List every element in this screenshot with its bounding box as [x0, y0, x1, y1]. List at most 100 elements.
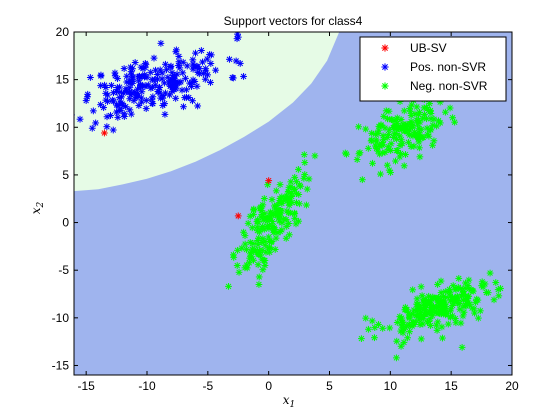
- data-point: [233, 35, 241, 43]
- data-point: [405, 309, 412, 317]
- data-point: [427, 110, 435, 117]
- data-point: [292, 220, 300, 228]
- data-point: [400, 107, 408, 115]
- data-point: [123, 88, 131, 96]
- data-point: [393, 319, 401, 326]
- data-point: [238, 244, 246, 252]
- data-point: [400, 325, 408, 333]
- data-point: [151, 81, 159, 89]
- plot-frame: [73, 31, 513, 376]
- data-point: [265, 177, 273, 185]
- data-point: [417, 335, 425, 343]
- legend: UB-SV Pos. non-SVR Neg. non-SVR: [359, 36, 507, 102]
- data-point: [423, 104, 431, 111]
- data-point: [207, 79, 214, 86]
- data-point: [287, 183, 295, 191]
- data-point: [167, 63, 175, 71]
- data-point: [381, 148, 389, 156]
- data-point: [156, 89, 164, 97]
- data-point: [393, 354, 400, 362]
- data-point: [437, 289, 445, 297]
- data-point: [474, 314, 482, 322]
- data-point: [285, 209, 292, 217]
- data-point: [413, 103, 421, 111]
- data-point: [168, 87, 176, 95]
- data-point: [423, 297, 430, 304]
- data-point: [472, 298, 479, 306]
- data-point: [150, 54, 158, 62]
- data-point: [427, 126, 435, 134]
- data-point: [123, 72, 131, 80]
- data-point: [256, 228, 263, 236]
- data-point: [266, 214, 274, 222]
- data-point: [293, 199, 300, 207]
- data-point: [290, 209, 298, 217]
- data-point: [225, 282, 232, 290]
- data-point: [65, 95, 72, 102]
- data-point: [396, 132, 404, 140]
- data-point: [261, 237, 269, 245]
- data-point: [497, 285, 504, 292]
- data-point: [405, 314, 413, 322]
- data-point: [394, 147, 401, 154]
- data-point: [384, 143, 392, 151]
- data-point: [458, 343, 466, 351]
- data-point: [419, 315, 427, 323]
- data-point: [439, 334, 446, 342]
- data-point: [429, 141, 436, 149]
- data-point: [193, 82, 201, 90]
- data-point: [385, 107, 393, 115]
- data-point: [116, 106, 123, 114]
- data-point: [291, 173, 299, 181]
- data-point: [435, 117, 442, 125]
- data-point: [402, 151, 409, 158]
- data-point: [254, 261, 262, 269]
- data-point: [272, 187, 280, 195]
- data-point: [235, 268, 243, 276]
- data-point: [486, 269, 494, 277]
- data-point: [416, 153, 424, 161]
- data-point: [303, 201, 310, 209]
- data-point: [396, 142, 404, 149]
- data-point: [301, 159, 309, 166]
- data-point: [441, 108, 449, 116]
- data-point: [272, 234, 280, 242]
- data-point: [232, 57, 240, 65]
- data-point: [148, 99, 156, 107]
- data-point: [411, 318, 419, 326]
- data-point: [412, 312, 420, 320]
- x-tick-label: 5: [326, 379, 333, 393]
- y-tick-label: -5: [58, 263, 69, 277]
- data-point: [141, 71, 149, 79]
- y-axis-ticks: -15 -10 -5 0 5 10 15 20: [52, 25, 512, 372]
- data-point: [495, 292, 503, 300]
- data-point: [516, 270, 523, 277]
- data-point: [301, 171, 309, 178]
- data-point: [244, 219, 252, 227]
- data-point: [277, 207, 285, 215]
- data-point: [397, 150, 404, 157]
- data-point: [234, 212, 242, 220]
- data-point: [365, 325, 372, 333]
- data-point: [415, 144, 423, 152]
- data-point: [460, 308, 468, 316]
- data-point: [393, 337, 401, 345]
- data-point: [484, 289, 492, 297]
- data-point: [101, 129, 108, 137]
- data-point: [400, 162, 408, 170]
- data-point: [446, 313, 454, 321]
- data-point: [268, 238, 276, 245]
- data-point: [179, 69, 187, 77]
- legend-label: Pos. non-SVR: [410, 60, 486, 74]
- data-point: [437, 277, 445, 285]
- data-point: [157, 39, 165, 47]
- data-point: [375, 321, 382, 328]
- data-point: [111, 69, 119, 77]
- data-point: [443, 310, 450, 318]
- data-point: [102, 89, 110, 97]
- data-point: [375, 123, 383, 130]
- data-point: [230, 251, 237, 259]
- data-point: [428, 306, 435, 314]
- data-point: [404, 334, 412, 342]
- data-point: [89, 107, 97, 115]
